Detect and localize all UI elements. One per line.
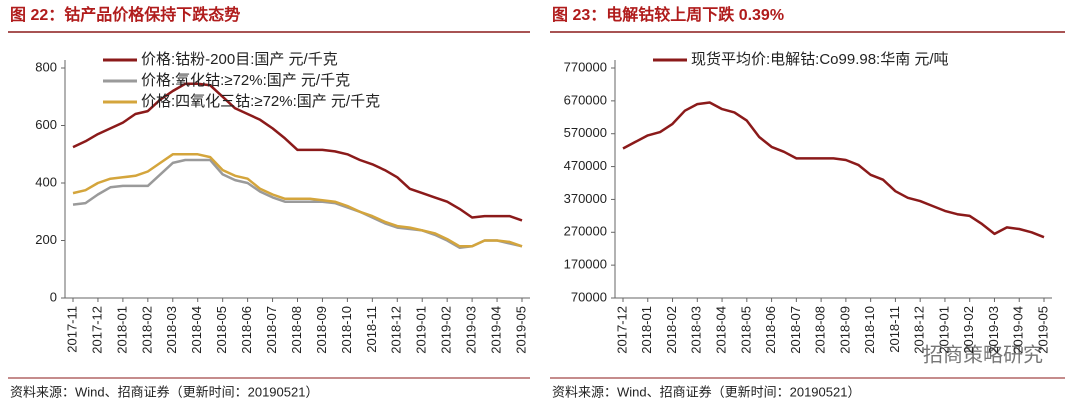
series-line (72, 82, 523, 222)
x-tick-label: 2019-03 (986, 306, 1001, 354)
x-tick-label: 2018-06 (763, 306, 778, 354)
x-tick-label: 2018-09 (314, 306, 329, 354)
x-tick-label: 2018-01 (639, 306, 654, 354)
x-tick-label: 2018-01 (114, 306, 129, 354)
x-tick-label: 2018-07 (788, 306, 803, 354)
chart-title: 图 22：钴产品价格保持下跌态势 (10, 5, 240, 24)
chart-title: 图 23：电解钴较上周下跌 0.39% (552, 5, 784, 24)
series-line (622, 101, 1045, 239)
legend-label: 价格:四氧化三钴:≥72%:国产 元/千克 (141, 93, 380, 110)
x-tick-label: 2018-11 (364, 306, 379, 353)
y-tick-label: 670000 (564, 92, 607, 107)
source-note: 资料来源：Wind、招商证券（更新时间：20190521） (552, 384, 860, 399)
x-tick-label: 2019-05 (513, 306, 528, 354)
x-tick-label: 2018-02 (664, 306, 679, 354)
legend-label: 价格:氧化钴:≥72%:国产 元/千克 (141, 72, 350, 89)
x-tick-label: 2019-03 (464, 306, 479, 354)
x-tick-label: 2018-11 (887, 306, 902, 353)
legend-label: 现货平均价:电解钴:Co99.98:华南 元/吨 (691, 51, 949, 68)
y-tick-label: 570000 (564, 125, 607, 140)
y-tick-label: 70000 (571, 289, 607, 304)
x-tick-label: 2018-08 (813, 306, 828, 354)
y-tick-label: 200 (35, 232, 57, 247)
y-tick-label: 270000 (564, 224, 607, 239)
y-tick-label: 770000 (564, 59, 607, 74)
x-tick-label: 2019-01 (936, 306, 951, 354)
x-tick-label: 2018-10 (862, 306, 877, 354)
x-tick-label: 2018-06 (239, 306, 254, 354)
x-tick-label: 2018-04 (713, 306, 728, 354)
y-tick-label: 800 (35, 59, 57, 74)
x-tick-label: 2018-05 (214, 306, 229, 354)
x-tick-label: 2019-04 (1011, 306, 1026, 354)
x-tick-label: 2018-12 (389, 306, 404, 354)
x-tick-label: 2019-01 (414, 306, 429, 354)
x-tick-label: 2019-02 (439, 306, 454, 354)
y-tick-label: 470000 (564, 158, 607, 173)
y-tick-label: 370000 (564, 191, 607, 206)
x-tick-label: 2018-09 (837, 306, 852, 354)
y-tick-label: 600 (35, 117, 57, 132)
x-tick-label: 2018-08 (289, 306, 304, 354)
y-tick-label: 400 (35, 174, 57, 189)
x-tick-label: 2019-05 (1035, 306, 1050, 354)
legend-label: 价格:钴粉-200目:国产 元/千克 (141, 51, 338, 68)
x-tick-label: 2018-02 (139, 306, 154, 354)
x-tick-label: 2018-12 (912, 306, 927, 354)
watermark: 招商策略研究 (923, 343, 1043, 366)
x-tick-label: 2018-10 (339, 306, 354, 354)
x-tick-label: 2019-02 (961, 306, 976, 354)
x-tick-label: 2018-03 (689, 306, 704, 354)
x-tick-label: 2018-04 (189, 306, 204, 354)
y-tick-label: 170000 (564, 257, 607, 272)
x-tick-label: 2018-07 (264, 306, 279, 354)
x-tick-label: 2017-12 (89, 306, 104, 354)
x-tick-label: 2017-12 (614, 306, 629, 354)
series-line (72, 153, 523, 248)
x-tick-label: 2019-04 (488, 306, 503, 354)
y-tick-label: 0 (50, 289, 57, 304)
x-tick-label: 2017-11 (64, 306, 79, 353)
x-tick-label: 2018-05 (738, 306, 753, 354)
source-note: 资料来源：Wind、招商证券（更新时间：20190521） (10, 384, 318, 399)
x-tick-label: 2018-03 (164, 306, 179, 354)
